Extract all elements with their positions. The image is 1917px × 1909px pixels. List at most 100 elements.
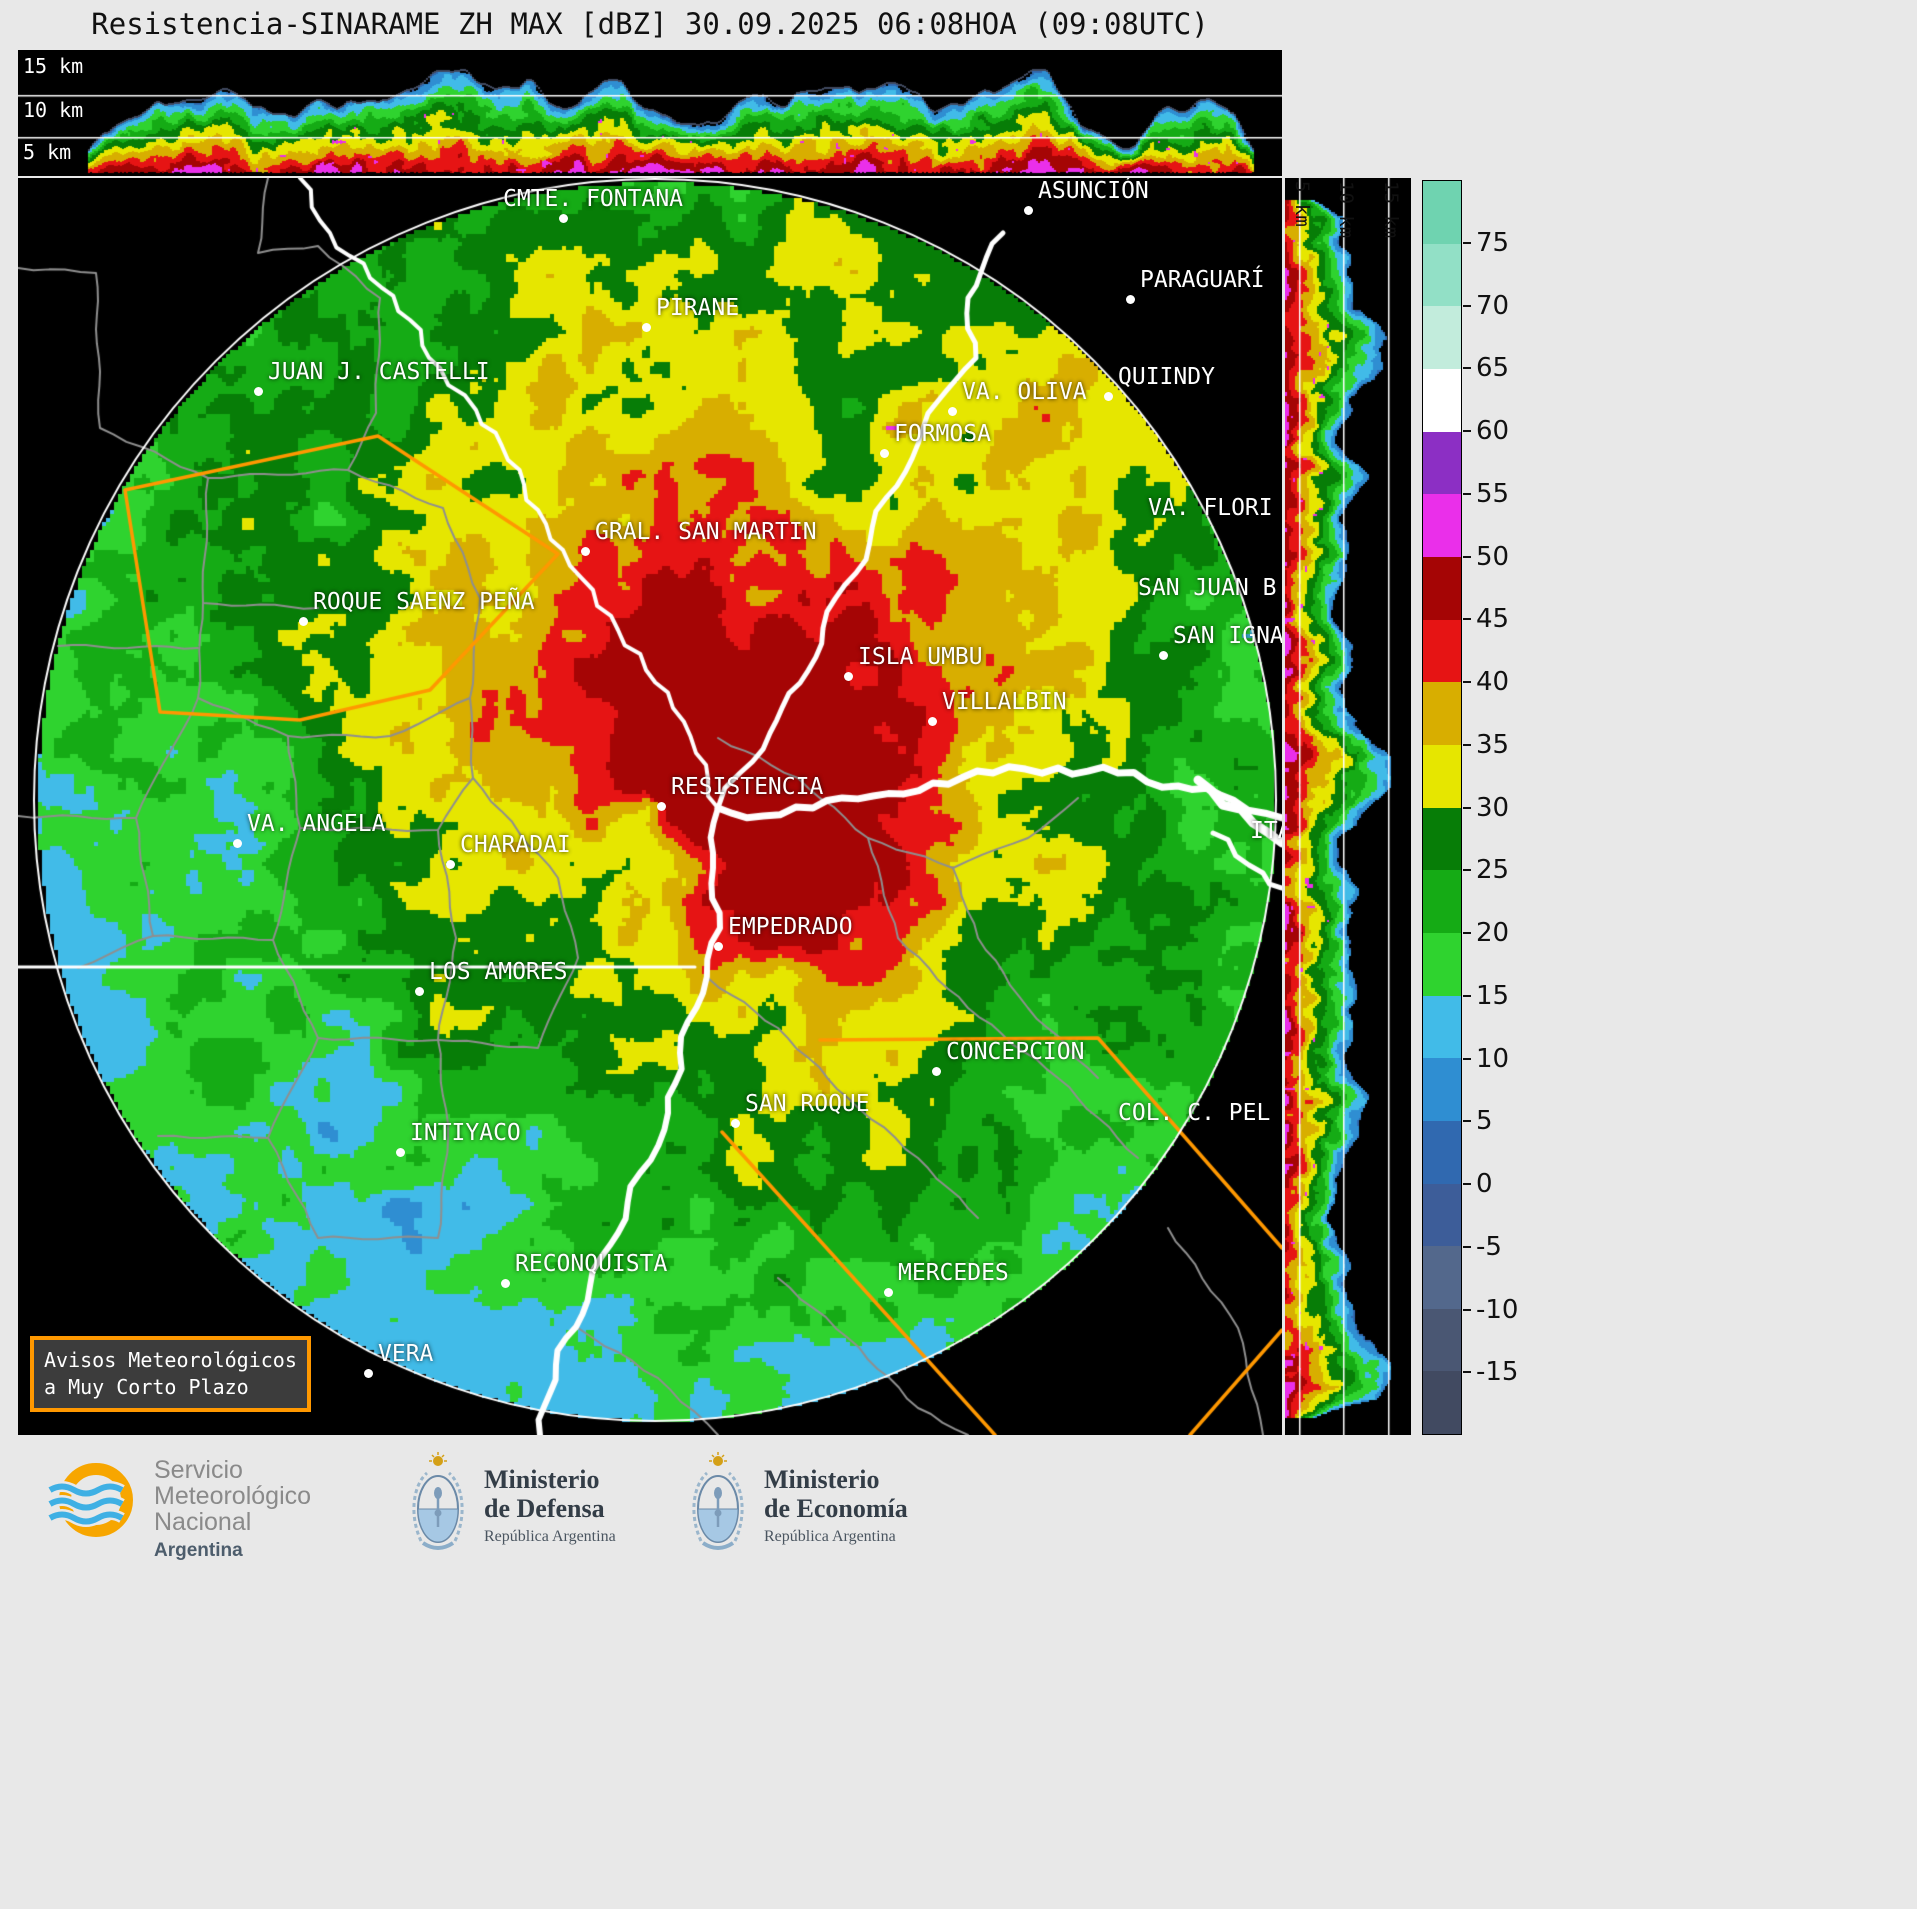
city-dot [1159, 651, 1168, 660]
colorbar-segment [1423, 243, 1461, 307]
colorbar-tickmark [1463, 869, 1471, 872]
colorbar-tick-label: -15 [1476, 1357, 1519, 1388]
city-dot [642, 323, 651, 332]
city-label: VA. FLORI [1148, 495, 1273, 521]
height-label-15km: 15 km [23, 54, 84, 78]
city-label: ASUNCIÓN [1038, 178, 1149, 204]
radar-ppi-panel: CMTE. FONTANA ASUNCIÓN PARAGUARÍ PIRANE JUAN… [18, 178, 1282, 1435]
colorbar-tickmark [1463, 1183, 1471, 1185]
ministry-defensa-block: Ministerio de Defensa República Argentin… [408, 1451, 616, 1555]
city-label: CONCEPCION [946, 1039, 1085, 1065]
colorbar-tickmark [1463, 492, 1471, 495]
city-label: SAN JUAN B [1138, 575, 1277, 601]
city-dot [928, 717, 937, 726]
city-dot [948, 407, 957, 416]
colorbar-segment [1423, 995, 1461, 1059]
colorbar-segment [1423, 932, 1461, 996]
smn-country: Argentina [154, 1540, 243, 1561]
colorbar-segment [1423, 1308, 1461, 1372]
city-label: VA. ANGELA [247, 811, 386, 837]
vertical-cross-section-top: 15 km 10 km 5 km [18, 50, 1282, 176]
colorbar-tick-label: -10 [1476, 1294, 1519, 1325]
city-dot [446, 860, 455, 869]
height-label-5km: 5 km [23, 140, 72, 164]
ministry-dept: de Defensa [484, 1494, 605, 1523]
coat-of-arms-icon [692, 1452, 744, 1550]
colorbar-segment [1423, 1058, 1461, 1121]
city-dot [1104, 392, 1113, 401]
city-label: VERA [378, 1341, 434, 1367]
colorbar-tickmark [1463, 806, 1471, 809]
smn-name-line: Servicio [154, 1456, 243, 1484]
colorbar-segment [1423, 431, 1461, 495]
city-dot [299, 617, 308, 626]
smn-logo-block: Servicio Meteorológico Nacional Argentin… [46, 1453, 311, 1564]
colorbar-tick-label: 70 [1476, 290, 1510, 321]
colorbar-tick-label: 65 [1476, 353, 1510, 384]
city-dot [559, 214, 568, 223]
colorbar-tick-label: 40 [1476, 667, 1510, 697]
city-dot [581, 547, 590, 556]
colorbar-tickmark [1463, 681, 1471, 683]
colorbar-tickmark [1463, 618, 1471, 621]
city-label: EMPEDRADO [728, 914, 853, 940]
colorbar-tick-label: 20 [1476, 918, 1510, 948]
colorbar-tick-label: 10 [1476, 1043, 1510, 1074]
city-dot [932, 1067, 941, 1076]
city-label: SAN IGNA [1173, 623, 1282, 649]
city-label: PARAGUARÍ [1140, 267, 1265, 293]
colorbar-tickmark [1463, 994, 1471, 997]
ministry-sub: República Argentina [764, 1528, 896, 1545]
city-label: LOS AMORES [429, 959, 568, 985]
colorbar-segment [1423, 494, 1461, 557]
colorbar-tick-label: 60 [1476, 416, 1510, 446]
colorbar-segment [1423, 1183, 1461, 1247]
city-label: RECONQUISTA [515, 1251, 668, 1277]
colorbar-tickmark [1463, 555, 1471, 558]
colorbar-tick-label: 0 [1476, 1169, 1493, 1199]
colorbar-segment [1423, 1120, 1461, 1184]
smn-name-line: Nacional [154, 1508, 252, 1536]
colorbar-tickmark [1463, 932, 1471, 934]
colorbar-tick-label: 75 [1476, 227, 1510, 258]
city-dot [731, 1119, 740, 1128]
city-label: ITA [1250, 818, 1282, 844]
ministry-sub: República Argentina [484, 1528, 616, 1545]
colorbar-segment [1423, 744, 1461, 808]
ministry-economia-block: Ministerio de Economía República Argenti… [688, 1451, 908, 1555]
city-dot [396, 1148, 405, 1157]
radar-map-canvas [18, 178, 1282, 1435]
colorbar [1422, 180, 1462, 1435]
cross-section-right-canvas [1285, 178, 1411, 1435]
warning-box: Avisos Meteorológicos a Muy Corto Plazo [30, 1336, 311, 1412]
city-label: RESISTENCIA [671, 774, 824, 800]
smn-logo-icon [47, 1463, 133, 1537]
city-label: QUIINDY [1118, 364, 1215, 390]
city-dot [1024, 206, 1033, 215]
colorbar-segment [1423, 619, 1461, 683]
city-dot [714, 942, 723, 951]
colorbar-tickmark [1463, 241, 1471, 244]
vertical-cross-section-right: 5 km 10 km 15 km [1285, 178, 1411, 1435]
colorbar-segment [1423, 368, 1461, 432]
colorbar-tick-label: 30 [1476, 792, 1510, 823]
ministry-dept: de Economía [764, 1494, 908, 1523]
height-label-10km: 10 km [23, 98, 84, 122]
colorbar-segment [1423, 807, 1461, 871]
city-label: COL. C. PEL [1118, 1100, 1271, 1126]
city-dot [880, 449, 889, 458]
colorbar-tick-label: 50 [1476, 541, 1510, 572]
colorbar-segment [1423, 181, 1461, 244]
ministry-title: Ministerio [484, 1465, 600, 1494]
colorbar-tickmark [1463, 1245, 1471, 1248]
height-label-5km-right: 5 km [1291, 181, 1313, 227]
coat-of-arms-icon [412, 1452, 464, 1550]
city-label: JUAN J. CASTELLI [268, 359, 490, 385]
city-dot [884, 1288, 893, 1297]
city-dot [364, 1369, 373, 1378]
footer: Servicio Meteorológico Nacional Argentin… [0, 1437, 1917, 1909]
colorbar-segment [1423, 1246, 1461, 1309]
city-label: INTIYACO [410, 1120, 521, 1146]
colorbar-tick-label: 5 [1476, 1106, 1493, 1137]
warning-line-1: Avisos Meteorológicos [44, 1348, 297, 1372]
